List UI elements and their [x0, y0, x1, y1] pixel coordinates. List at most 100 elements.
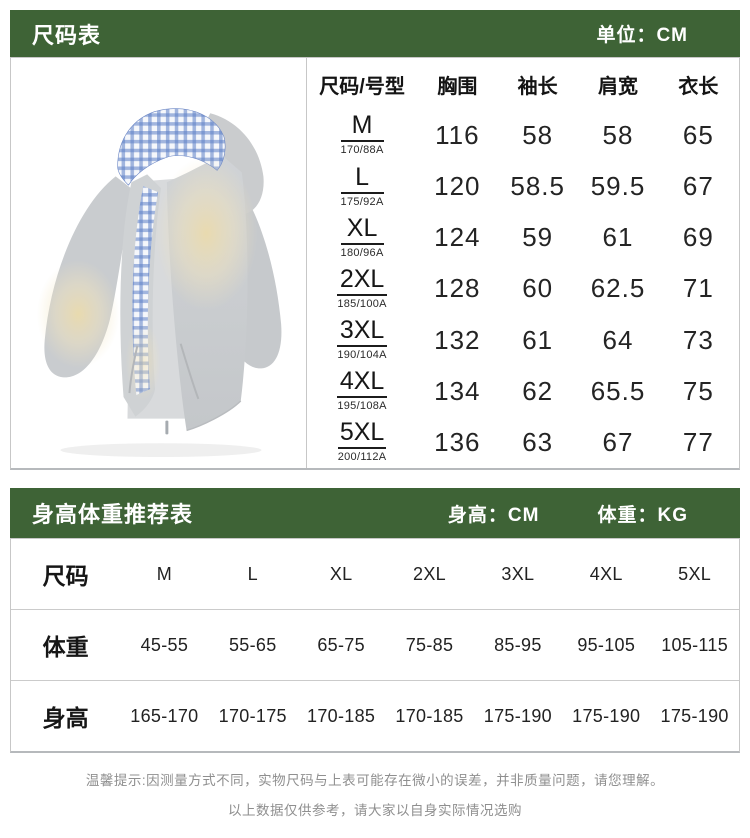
fit-height-value: 170-185: [395, 705, 464, 726]
product-image-pane: [11, 58, 307, 468]
disclaimer-line-2: 以上数据仅供参考，请大家以自身实际情况选购: [228, 803, 522, 818]
size-table-row: XL 180/96A 124 59 61 69: [307, 212, 739, 263]
size-table-section: 尺码/号型 胸围 袖长 肩宽 衣长 M 170/88A 116 58 58 65 …: [10, 57, 740, 470]
fit-height-value: 165-170: [130, 705, 199, 726]
fit-table-row-size: 尺码 M L XL 2XL 3XL 4XL 5XL: [11, 539, 739, 609]
chest-value: 132: [434, 324, 481, 355]
size-label: L: [355, 162, 370, 191]
sleeve-value: 61: [522, 324, 554, 355]
fit-weight-value: 105-115: [661, 634, 729, 655]
size-table-row: M 170/88A 116 58 58 65: [307, 110, 739, 161]
col-header-sleeve: 袖长: [517, 75, 558, 98]
size-model-code: 180/96A: [340, 242, 384, 260]
col-header-shoulder: 肩宽: [598, 75, 639, 98]
fit-weight-value: 45-55: [140, 634, 189, 655]
fit-size-value: 5XL: [678, 563, 712, 584]
fit-table: 尺码 M L XL 2XL 3XL 4XL 5XL 体重 45-55 55-65…: [10, 538, 740, 753]
fit-weight-value: 85-95: [494, 634, 542, 655]
size-model-code: 200/112A: [337, 447, 387, 464]
fit-table-row-weight: 体重 45-55 55-65 65-75 75-85 85-95 95-105 …: [11, 609, 739, 680]
size-table-row: 5XL 200/112A 136 63 67 77: [307, 417, 739, 468]
size-table-title: 尺码表: [32, 22, 102, 48]
fit-table-row-height: 身高 165-170 170-175 170-185 170-185 175-1…: [11, 680, 739, 751]
length-value: 71: [682, 273, 714, 304]
shoulder-value: 59.5: [590, 171, 646, 202]
size-label: 2XL: [339, 264, 385, 293]
size-label: 5XL: [339, 418, 385, 447]
fit-size-value: 2XL: [413, 563, 446, 584]
col-header-size-model: 尺码/号型: [319, 75, 405, 98]
size-table-row: 3XL 190/104A 132 61 64 73: [307, 315, 739, 366]
fit-size-value: XL: [329, 563, 353, 584]
size-label-cell: 2XL 185/100A: [307, 264, 417, 311]
disclaimer: 温馨提示:因测量方式不同，实物尺码与上表可能存在微小的误差，并非质量问题，请您理…: [0, 766, 750, 826]
chest-value: 116: [435, 120, 480, 151]
size-label-cell: 4XL 195/108A: [307, 369, 417, 413]
size-label-cell: 5XL 200/112A: [307, 420, 417, 464]
size-label-cell: M 170/88A: [307, 113, 417, 157]
fit-height-value: 170-175: [218, 705, 287, 726]
hoodie-product-image: [36, 108, 281, 458]
chest-value: 124: [434, 222, 481, 253]
fit-table-header-bar: 身高体重推荐表 身高：CM 体重：KG: [10, 488, 740, 538]
chest-value: 128: [434, 273, 481, 304]
fit-height-unit-label: 身高：CM: [447, 504, 540, 526]
length-value: 65: [682, 120, 714, 151]
size-table-row: 4XL 195/108A 134 62 65.5 75: [307, 366, 739, 417]
fit-weight-value: 65-75: [317, 634, 365, 655]
size-label: M: [351, 111, 373, 140]
fit-size-value: L: [247, 563, 258, 584]
size-table-header-row: 尺码/号型 胸围 袖长 肩宽 衣长: [307, 58, 739, 110]
shoulder-value: 65.5: [590, 375, 646, 406]
fit-row-label: 身高: [42, 705, 89, 731]
size-model-code: 190/104A: [337, 345, 387, 362]
shoulder-value: 58: [602, 120, 634, 151]
disclaimer-line-1: 温馨提示:因测量方式不同，实物尺码与上表可能存在微小的误差，并非质量问题，请您理…: [85, 773, 665, 788]
shoulder-value: 64: [602, 324, 634, 355]
size-label-cell: 3XL 190/104A: [307, 318, 417, 362]
fit-size-value: 4XL: [589, 563, 623, 584]
shoulder-value: 61: [602, 222, 634, 253]
fit-height-value: 175-190: [572, 705, 641, 726]
sleeve-value: 63: [522, 426, 554, 457]
fit-table-title: 身高体重推荐表: [32, 502, 194, 527]
chest-value: 120: [434, 171, 481, 202]
shoulder-value: 67: [602, 426, 634, 457]
col-header-chest: 胸围: [437, 75, 478, 98]
length-value: 67: [682, 171, 714, 202]
size-table-row: L 175/92A 120 58.5 59.5 67: [307, 161, 739, 212]
size-label-cell: XL 180/96A: [307, 213, 417, 260]
length-value: 73: [682, 324, 714, 355]
fit-weight-value: 75-85: [405, 634, 454, 655]
fit-height-value: 170-185: [307, 705, 376, 726]
size-model-code: 185/100A: [337, 293, 387, 311]
fit-weight-value: 55-65: [228, 634, 277, 655]
length-value: 69: [682, 222, 714, 253]
size-table-row: 2XL 185/100A 128 60 62.5 71: [307, 263, 739, 314]
fit-size-value: M: [156, 563, 173, 584]
size-table-unit-label: 单位：CM: [596, 25, 688, 46]
fit-height-value: 175-190: [660, 705, 729, 726]
col-header-length: 衣长: [678, 75, 719, 98]
size-model-code: 170/88A: [340, 140, 384, 157]
size-label: 4XL: [339, 367, 385, 396]
size-table-header-bar: 尺码表 单位：CM: [10, 10, 740, 57]
sleeve-value: 58: [522, 120, 554, 151]
fit-height-value: 175-190: [483, 705, 552, 726]
fit-row-label: 尺码: [42, 563, 89, 589]
chest-value: 136: [434, 426, 481, 457]
chest-value: 134: [434, 375, 481, 406]
size-table: 尺码/号型 胸围 袖长 肩宽 衣长 M 170/88A 116 58 58 65 …: [307, 58, 739, 468]
size-label: XL: [346, 213, 378, 242]
fit-weight-unit-label: 体重：KG: [597, 504, 688, 526]
shoulder-value: 62.5: [590, 273, 646, 304]
length-value: 75: [682, 375, 714, 406]
fit-table-units: 身高：CM 体重：KG: [448, 500, 688, 527]
size-model-code: 195/108A: [337, 396, 387, 413]
size-label: 3XL: [339, 316, 385, 345]
fit-weight-value: 95-105: [577, 634, 636, 655]
sleeve-value: 59: [522, 222, 554, 253]
size-label-cell: L 175/92A: [307, 162, 417, 209]
length-value: 77: [682, 426, 714, 457]
